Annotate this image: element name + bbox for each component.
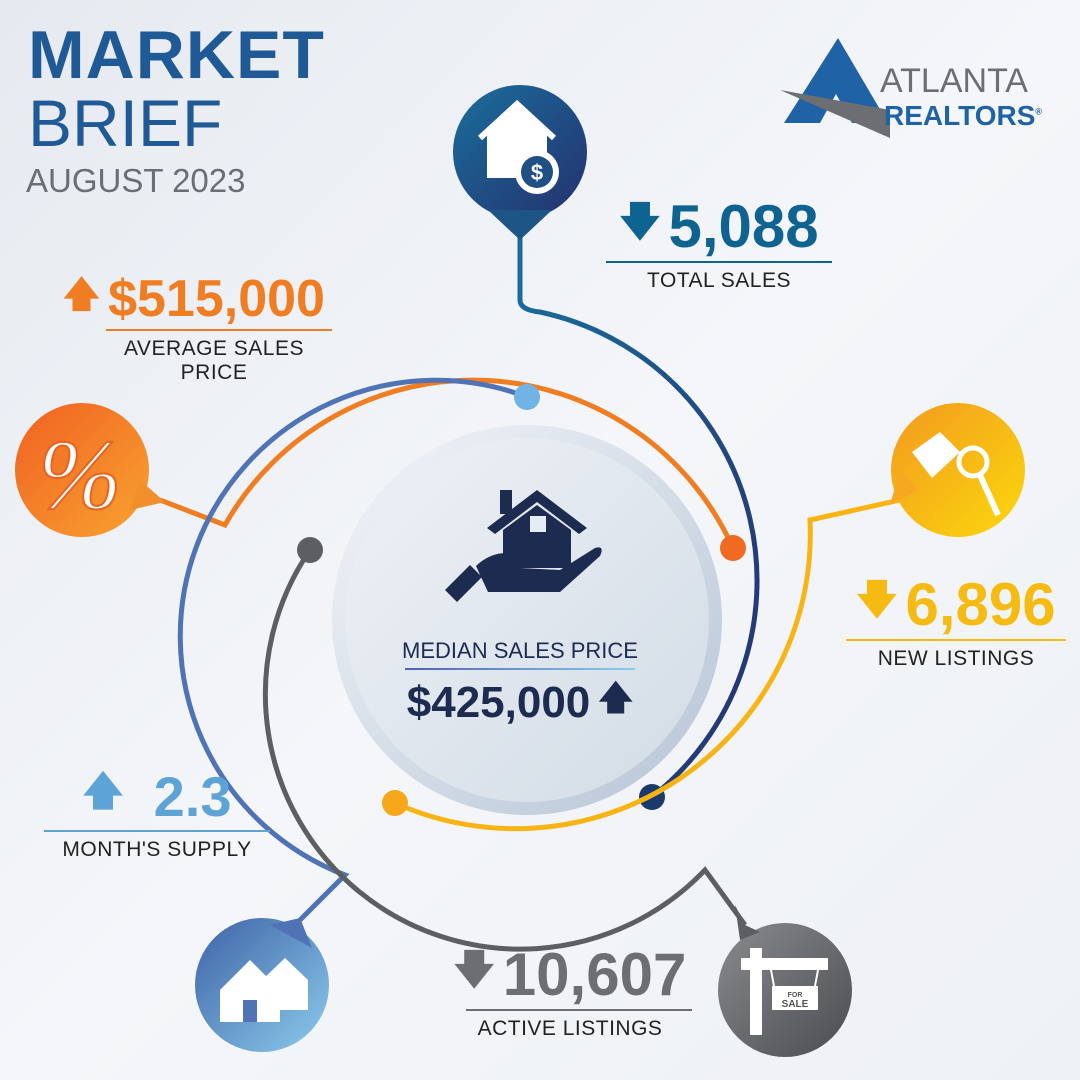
logo-line2: REALTORS® — [884, 100, 1043, 131]
blue-line — [177, 377, 528, 922]
arrow-down-icon: 🡇 — [619, 199, 661, 244]
active-listings-label: ACTIVE LISTINGS — [477, 1017, 663, 1040]
center-bubble — [345, 438, 709, 802]
houses-icon — [195, 918, 329, 1052]
arrow-up-icon: 🡅 — [82, 769, 124, 813]
total-sales-label: TOTAL SALES — [647, 269, 791, 292]
stat-new-listings: 🡇 6,896 NEW LISTINGS — [846, 570, 1066, 671]
stat-active-listings: 🡇 10,607 ACTIVE LISTINGS — [448, 940, 692, 1041]
average-price-value: $515,000 — [108, 269, 325, 328]
sign-for-text: FOR — [788, 992, 803, 999]
house-key-icon — [890, 403, 1025, 537]
stat-average-sales-price: 🡅 $515,000 AVERAGE SALES PRICE — [56, 268, 332, 385]
stat-months-supply: 🡅 2.3 MONTH'S SUPPLY — [44, 762, 270, 862]
active-listings-value: 10,607 — [502, 941, 687, 1008]
months-supply-label: MONTH'S SUPPLY — [62, 838, 252, 861]
average-price-label: AVERAGE SALES PRICE — [123, 337, 305, 384]
title-line2: BRIEF — [28, 86, 223, 160]
svg-text:%: % — [38, 419, 121, 530]
orange-dot — [720, 535, 746, 561]
sign-sale-text: SALE — [782, 999, 809, 1010]
median-price-value: $425,000 — [406, 677, 591, 727]
arrow-down-icon: 🡇 — [453, 947, 495, 992]
arrow-up-icon: 🡅 — [63, 273, 101, 314]
hand-house-icon — [445, 490, 602, 602]
percent-icon: % — [15, 403, 165, 537]
yellow-line — [393, 497, 901, 832]
grey-dot — [297, 537, 323, 563]
logo-line1: ATLANTA — [880, 62, 1028, 100]
new-listings-value: 6,896 — [905, 571, 1056, 638]
navy-line — [517, 230, 760, 799]
total-sales-value: 5,088 — [668, 193, 819, 260]
arrow-down-icon: 🡇 — [856, 577, 898, 622]
yellow-dot — [382, 790, 408, 816]
arrow-up-icon: 🡅 — [598, 679, 634, 717]
median-price-label: MEDIAN SALES PRICE — [402, 638, 638, 663]
grey-line — [262, 548, 748, 952]
new-listings-label: NEW LISTINGS — [877, 647, 1035, 670]
months-supply-value: 2.3 — [153, 764, 232, 828]
blue-dot — [514, 384, 540, 410]
atlanta-realtors-logo: ATLANTA REALTORS® — [780, 38, 1043, 138]
house-dollar-icon: $ — [453, 85, 587, 240]
for-sale-sign-icon — [718, 905, 852, 1057]
stat-total-sales: 🡇 5,088 TOTAL SALES — [606, 192, 832, 293]
period-label: AUGUST 2023 — [26, 162, 246, 199]
orange-line — [159, 377, 736, 550]
svg-text:$: $ — [531, 160, 543, 185]
stat-median-sales-price: MEDIAN SALES PRICE $425,000 🡅 — [397, 638, 643, 731]
title-line1: MARKET — [28, 17, 325, 93]
